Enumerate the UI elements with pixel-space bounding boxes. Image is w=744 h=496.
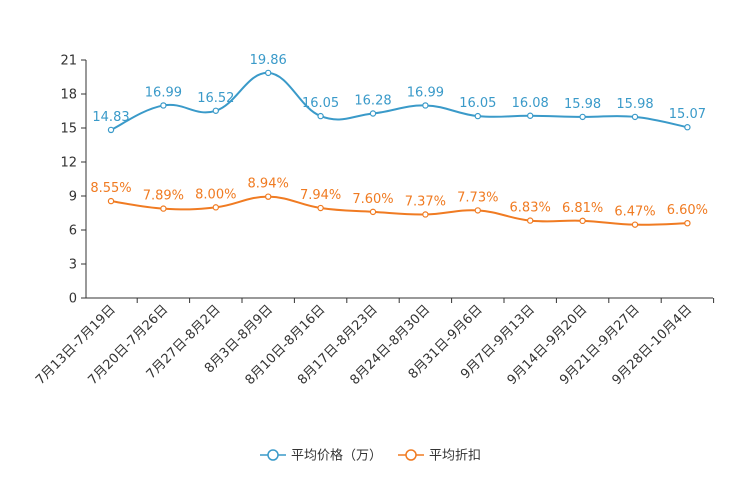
data-point[interactable]: [160, 102, 167, 109]
data-label: 19.86: [250, 53, 287, 68]
legend-item[interactable]: 平均折扣: [398, 449, 481, 464]
data-label: 8.94%: [248, 177, 289, 192]
data-label: 16.99: [145, 85, 182, 100]
data-point[interactable]: [422, 211, 429, 218]
data-label: 6.83%: [510, 201, 551, 216]
data-label: 16.05: [302, 96, 339, 111]
data-point[interactable]: [579, 217, 586, 225]
data-label: 7.60%: [352, 192, 393, 207]
data-label: 8.00%: [195, 187, 236, 202]
data-point[interactable]: [212, 204, 219, 211]
y-tick-label: 6: [69, 224, 77, 239]
data-point[interactable]: [265, 69, 272, 77]
data-label: 7.89%: [143, 189, 184, 204]
legend-label: 平均折扣: [429, 449, 481, 464]
data-point[interactable]: [160, 205, 167, 212]
data-point[interactable]: [474, 207, 481, 214]
data-label: 15.98: [616, 97, 653, 112]
data-label: 15.98: [564, 97, 601, 112]
data-label: 16.52: [197, 91, 234, 106]
y-tick-label: 12: [60, 156, 77, 171]
data-point[interactable]: [212, 107, 219, 114]
data-label: 8.55%: [90, 181, 131, 196]
series-layer: 14.83 16.99 16.52 19.86 16.05 16.28 16.99 16.05…: [90, 53, 708, 228]
legend-marker: [267, 449, 279, 461]
data-point[interactable]: [317, 112, 324, 120]
series-1: 14.83 16.99 16.52 19.86 16.05 16.28 16.99 16.05…: [92, 53, 706, 134]
data-label: 7.73%: [457, 190, 498, 205]
legend-item[interactable]: 平均价格（万）: [260, 448, 382, 464]
series-2: 8.55% 7.89% 8.00% 8.94% 7.94% 7.60% 7.37% 7.73%…: [90, 177, 708, 228]
data-point[interactable]: [107, 197, 115, 205]
data-point[interactable]: [684, 219, 691, 227]
data-label: 6.60%: [667, 203, 708, 218]
data-label: 6.47%: [614, 205, 655, 220]
y-tick-label: 3: [69, 258, 77, 273]
y-tick-label: 9: [69, 190, 77, 205]
data-label: 15.07: [669, 107, 706, 122]
data-label: 16.05: [459, 96, 496, 111]
data-point[interactable]: [369, 110, 377, 117]
legend: 平均价格（万） 平均折扣: [260, 448, 481, 464]
data-point[interactable]: [265, 193, 272, 200]
data-label: 7.94%: [300, 188, 341, 203]
data-point[interactable]: [684, 124, 691, 131]
data-point[interactable]: [631, 113, 639, 121]
legend-label: 平均价格（万）: [291, 448, 382, 464]
data-point[interactable]: [527, 217, 534, 224]
data-point[interactable]: [422, 102, 429, 109]
data-point[interactable]: [631, 221, 639, 228]
y-axis: 0 3 6 9 12 15 18 21: [60, 54, 87, 307]
legend-marker: [405, 449, 417, 461]
data-label: 6.81%: [562, 201, 603, 216]
y-tick-label: 0: [69, 292, 77, 307]
data-label: 16.28: [354, 93, 391, 108]
x-axis: 7月13日-7月19日7月20日-7月26日7月27日-8月2日8月3日-8月9…: [33, 297, 715, 388]
data-label: 14.83: [92, 110, 129, 125]
y-tick-label: 18: [60, 88, 77, 103]
data-label: 7.37%: [405, 194, 446, 209]
data-point[interactable]: [474, 112, 481, 120]
data-point[interactable]: [317, 204, 324, 212]
y-tick-label: 15: [60, 122, 77, 137]
data-point[interactable]: [527, 112, 534, 119]
data-point[interactable]: [579, 113, 586, 121]
y-tick-label: 21: [60, 54, 77, 69]
data-label: 16.99: [407, 85, 444, 100]
data-point[interactable]: [107, 126, 115, 134]
data-label: 16.08: [512, 96, 549, 111]
series-line: [110, 195, 688, 226]
data-point[interactable]: [369, 208, 377, 216]
